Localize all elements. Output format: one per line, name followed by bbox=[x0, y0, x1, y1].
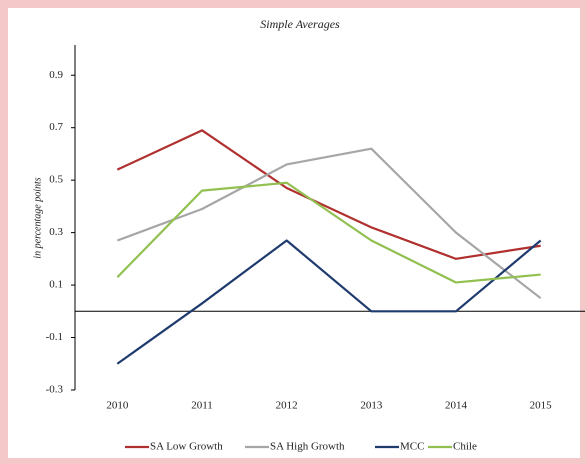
x-tick-label: 2011 bbox=[191, 400, 213, 412]
legend-label: MCC bbox=[400, 441, 424, 453]
series-line bbox=[116, 147, 542, 300]
y-axis-label: in percentage points bbox=[32, 177, 43, 258]
x-tick-label: 2010 bbox=[106, 400, 129, 412]
series-line bbox=[116, 181, 541, 284]
y-tick-label: 0.9 bbox=[49, 69, 63, 81]
y-tick-label: 0.7 bbox=[49, 121, 63, 133]
y-tick-label: 0.1 bbox=[49, 279, 63, 291]
x-tick-label: 2013 bbox=[360, 400, 383, 412]
series-line bbox=[116, 239, 542, 365]
x-tick-label: 2014 bbox=[445, 400, 468, 412]
y-tick-label: 0.5 bbox=[49, 174, 63, 186]
y-tick-label: 0.3 bbox=[49, 226, 63, 238]
x-tick-label: 2012 bbox=[276, 400, 298, 412]
legend-label: SA Low Growth bbox=[150, 441, 223, 453]
series-line bbox=[116, 129, 541, 260]
chart-panel bbox=[8, 8, 580, 458]
y-tick-label: -0.3 bbox=[46, 384, 64, 396]
y-tick-label: -0.1 bbox=[46, 331, 63, 343]
chart-title: Simple Averages bbox=[260, 17, 340, 31]
x-tick-label: 2015 bbox=[530, 400, 553, 412]
legend-label: Chile bbox=[453, 441, 477, 453]
legend-label: SA High Growth bbox=[270, 441, 345, 453]
